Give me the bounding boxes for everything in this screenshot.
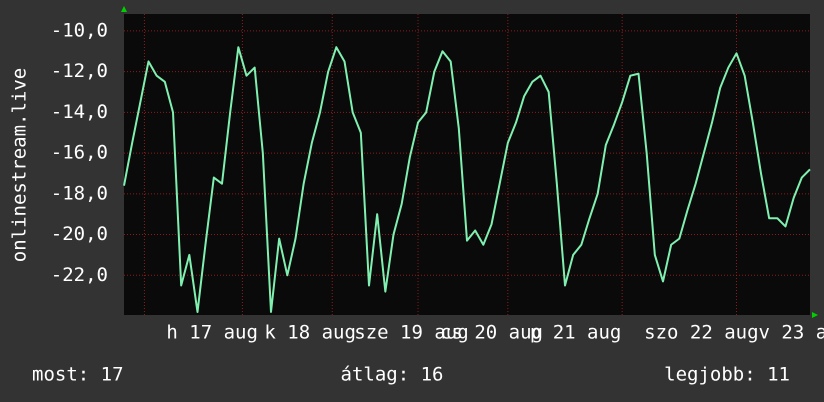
data-line	[123, 46, 811, 313]
y-tick-label: -22,0	[51, 264, 108, 286]
x-tick-label: v 23 aug	[759, 322, 824, 344]
x-tick-label: cs 20 aug	[440, 322, 543, 344]
y-axis-label: onlinestream.live	[9, 68, 31, 262]
y-tick-label: -16,0	[51, 142, 108, 164]
axis-arrow	[812, 312, 818, 318]
y-tick-label: -10,0	[51, 19, 108, 41]
footer-stat: most: 17	[32, 364, 124, 386]
y-tick-label: -20,0	[51, 223, 108, 245]
y-tick-label: -18,0	[51, 182, 108, 204]
x-tick-label: k 18 aug	[264, 322, 356, 344]
plot-area	[124, 14, 810, 315]
x-tick-label: sze 19 aug	[354, 322, 468, 344]
footer-stat: átlag: 16	[341, 364, 444, 386]
footer-stat: legjobb: 11	[664, 364, 790, 386]
y-tick-label: -12,0	[51, 60, 108, 82]
x-tick-label: p 21 aug	[530, 322, 622, 344]
x-tick-label: szo 22 aug	[644, 322, 758, 344]
y-tick-label: -14,0	[51, 101, 108, 123]
axis-arrow	[121, 6, 127, 12]
x-tick-label: h 17 aug	[166, 322, 258, 344]
